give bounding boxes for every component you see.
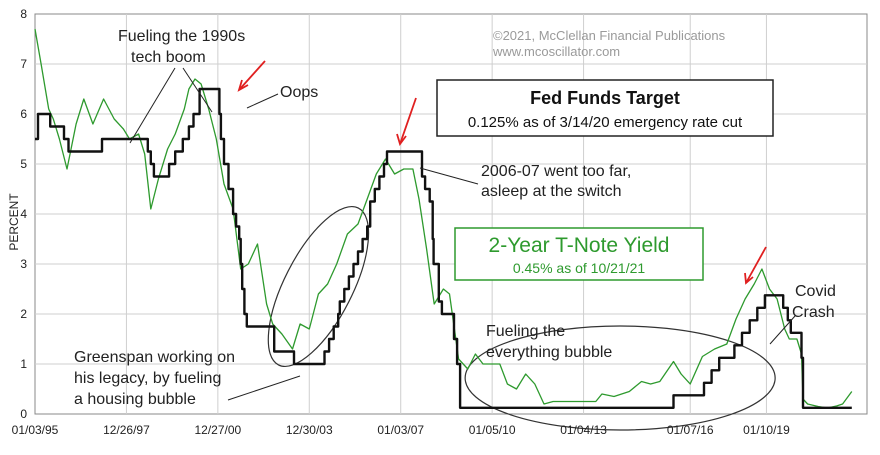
- arrow-2007-peak: [396, 97, 417, 146]
- x-tick-label-8: 01/10/19: [743, 423, 790, 437]
- series-lines: [34, 28, 853, 409]
- pointer-lines: [129, 67, 796, 401]
- x-tick-label-5: 01/05/10: [469, 423, 516, 437]
- x-tick-label-1: 12/26/97: [103, 423, 150, 437]
- fed-funds-line: [35, 87, 852, 409]
- y-tick-label-6: 6: [20, 107, 27, 121]
- y-axis-label: PERCENT: [7, 193, 21, 251]
- ellipse-everything-bubble: [464, 325, 776, 431]
- annotation-covid-line2: Crash: [792, 304, 835, 321]
- copyright-line: ©2021, McClellan Financial Publications: [493, 28, 726, 43]
- annotation-tech-boom-line1: Fueling the 1990s: [118, 28, 245, 45]
- annotation-greenspan-line3: a housing bubble: [74, 391, 196, 408]
- fed-funds-box: Fed Funds Target 0.125% as of 3/14/20 em…: [436, 79, 774, 137]
- pointer-tech-boom-right: [182, 67, 213, 113]
- y-tick-label-7: 7: [20, 57, 27, 71]
- annotation-ellipses: [267, 205, 776, 431]
- annotation-too-far-line1: 2006-07 went too far,: [481, 163, 631, 180]
- red-arrows: [237, 60, 767, 285]
- tnote-box: 2-Year T-Note Yield 0.45% as of 10/21/21: [454, 227, 704, 281]
- x-tick-label-7: 01/07/16: [667, 423, 714, 437]
- y-tick-label-5: 5: [20, 157, 27, 171]
- y-tick-label-1: 1: [20, 357, 27, 371]
- tnote-box-title: 2-Year T-Note Yield: [489, 234, 670, 257]
- pointer-tech-boom-left: [129, 67, 176, 144]
- annotation-oops: Oops: [280, 84, 318, 101]
- y-tick-label-4: 4: [20, 207, 27, 221]
- arrow-2019-peak: [744, 246, 767, 285]
- tnote-box-subtitle: 0.45% as of 10/21/21: [513, 260, 646, 276]
- pointer-too-far: [419, 167, 479, 185]
- axis-ticks: 0 1 2 3 4 5 6 7 8 01/03/95 12/26/97 12/27/00 12/30/0…: [12, 7, 790, 437]
- y-tick-label-2: 2: [20, 307, 27, 321]
- pointer-covid: [769, 315, 796, 345]
- pointer-greenspan: [227, 375, 301, 401]
- x-tick-label-4: 01/03/07: [377, 423, 424, 437]
- copyright-url: www.mcoscillator.com: [492, 44, 620, 59]
- y-tick-label-3: 3: [20, 257, 27, 271]
- annotation-greenspan-line2: his legacy, by fueling: [74, 370, 221, 387]
- x-tick-label-0: 01/03/95: [12, 423, 59, 437]
- arrow-oops-peak: [237, 60, 266, 92]
- y-tick-label-8: 8: [20, 7, 27, 21]
- annotation-greenspan-line1: Greenspan working on: [74, 349, 235, 366]
- x-tick-label-3: 12/30/03: [286, 423, 333, 437]
- y-tick-label-0: 0: [20, 407, 27, 421]
- fed-box-subtitle: 0.125% as of 3/14/20 emergency rate cut: [468, 114, 743, 131]
- x-tick-label-2: 12/27/00: [194, 423, 241, 437]
- ellipse-housing-bubble: [267, 205, 370, 368]
- annotation-everything-line2: everything bubble: [486, 344, 612, 361]
- annotation-covid-line1: Covid: [795, 283, 836, 300]
- x-tick-label-6: 01/04/13: [560, 423, 607, 437]
- annotation-tech-boom-line2: tech boom: [131, 49, 206, 66]
- pointer-oops: [246, 93, 279, 109]
- tnote-yield-line: [34, 28, 853, 409]
- fed-box-title: Fed Funds Target: [530, 88, 680, 108]
- annotation-too-far-line2: asleep at the switch: [481, 183, 622, 200]
- annotation-everything-line1: Fueling the: [486, 323, 565, 340]
